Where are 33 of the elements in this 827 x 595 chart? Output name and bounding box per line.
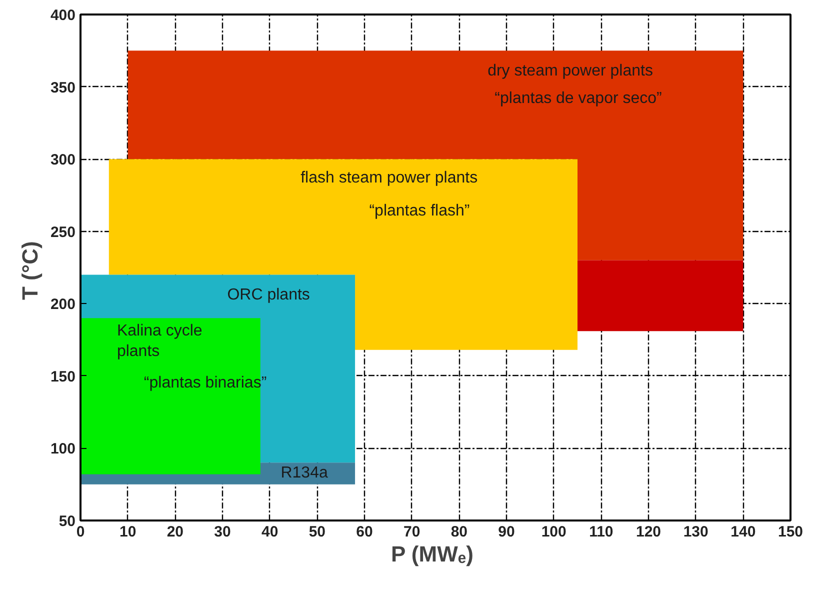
y-tick-label: 400: [50, 7, 76, 24]
annotation: flash steam power plants: [300, 169, 478, 186]
x-tick-label: 60: [356, 524, 373, 540]
y-axis-title: T (°C): [17, 241, 42, 300]
x-tick-label: 140: [730, 524, 756, 540]
y-tick-label: 100: [50, 440, 76, 458]
x-tick-label: 0: [76, 524, 85, 540]
x-tick-label: 70: [403, 524, 420, 540]
x-tick-label: 50: [308, 524, 326, 540]
annotation: “plantas de vapor seco”: [494, 90, 662, 107]
y-tick-label: 350: [50, 79, 76, 96]
x-tick-label: 80: [450, 524, 468, 540]
x-tick-label: 120: [636, 524, 662, 540]
x-tick-label: 10: [119, 524, 136, 540]
y-tick-label: 300: [50, 152, 76, 169]
y-tick-label: 250: [50, 224, 76, 241]
x-tick-label: 100: [541, 524, 566, 540]
y-tick-label: 200: [50, 296, 76, 314]
annotation: dry steam power plants: [488, 62, 653, 80]
x-tick-label: 150: [778, 524, 804, 540]
x-tick-label: 110: [589, 524, 614, 540]
annotation: “plantas flash”: [369, 202, 470, 220]
y-tick-label: 50: [58, 513, 76, 530]
x-tick-label: 20: [166, 524, 184, 540]
x-tick-label: 130: [683, 524, 708, 540]
x-tick-label: 90: [498, 524, 515, 540]
annotation: R134a: [280, 464, 328, 482]
y-tick-label: 150: [50, 368, 76, 386]
x-axis-title: P (MWₑ): [391, 542, 474, 566]
annotation: ORC plants: [227, 286, 310, 304]
x-tick-label: 40: [261, 524, 278, 540]
x-tick-label: 30: [214, 524, 231, 540]
annotation: Kalina cycle plants: [116, 322, 202, 360]
